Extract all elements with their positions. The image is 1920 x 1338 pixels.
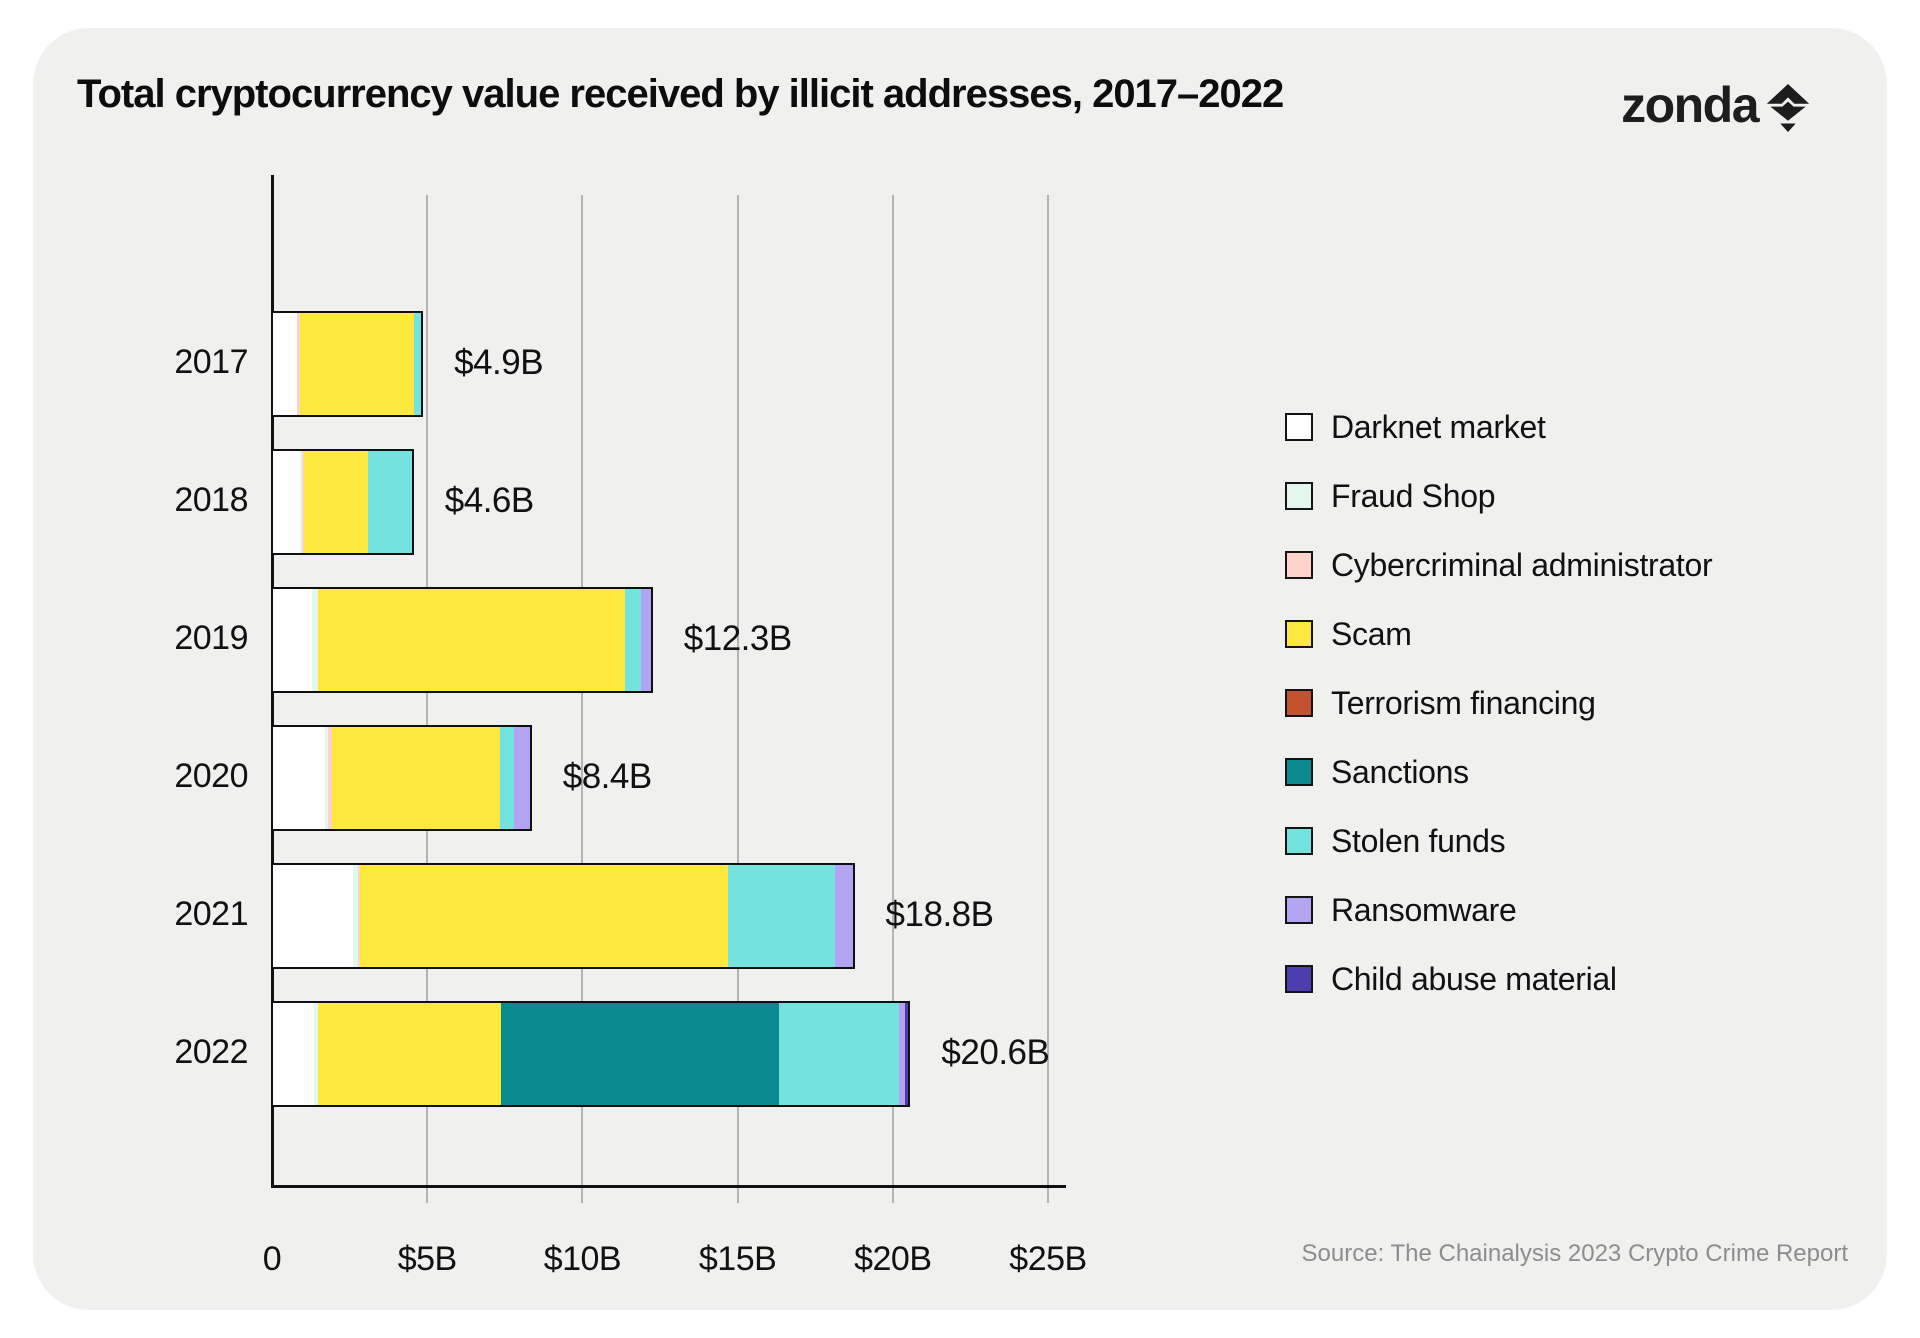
gridline-$15B: [736, 195, 739, 1203]
legend-swatch-ransomware: [1285, 896, 1313, 924]
segment-2022-fraud_shop: [314, 1003, 319, 1105]
legend-item-scam: Scam: [1285, 616, 1712, 652]
bar-2021: [271, 863, 855, 969]
zonda-logo-icon: [1766, 84, 1810, 132]
year-label-2020: 2020: [174, 757, 248, 795]
legend-swatch-terrorism_financing: [1285, 689, 1313, 717]
segment-2020-darknet_market: [273, 727, 325, 829]
legend-label-child_abuse_material: Child abuse material: [1331, 960, 1617, 997]
segment-2017-stolen_funds: [414, 313, 422, 415]
legend-item-darknet_market: Darknet market: [1285, 409, 1712, 445]
year-label-2022: 2022: [174, 1033, 248, 1071]
x-tick-0: 0: [262, 1240, 282, 1278]
segment-2017-cybercriminal_administrator: [297, 313, 300, 415]
segment-2018-stolen_funds: [367, 451, 412, 553]
segment-2020-scam: [332, 727, 501, 829]
segment-2018-cybercriminal_administrator: [302, 451, 305, 553]
legend-label-fraud_shop: Fraud Shop: [1331, 477, 1496, 514]
chart-title: Total cryptocurrency value received by i…: [77, 72, 1284, 116]
year-label-2019: 2019: [174, 619, 248, 657]
segment-2019-scam: [317, 589, 626, 691]
zonda-logo-text: zonda: [1621, 77, 1759, 133]
segment-2017-darknet_market: [273, 313, 298, 415]
legend-item-child_abuse_material: Child abuse material: [1285, 961, 1712, 997]
legend-item-ransomware: Ransomware: [1285, 892, 1712, 928]
year-label-2018: 2018: [174, 481, 248, 519]
legend-swatch-darknet_market: [1285, 413, 1313, 441]
total-label-2019: $12.3B: [683, 619, 792, 658]
year-label-2021: 2021: [174, 895, 248, 933]
segment-2017-scam: [299, 313, 415, 415]
legend-swatch-cybercriminal_administrator: [1285, 551, 1313, 579]
segment-2019-stolen_funds: [625, 589, 641, 691]
segment-2021-cybercriminal_administrator: [357, 865, 360, 967]
source-note: Source: The Chainalysis 2023 Crypto Crim…: [1301, 1240, 1848, 1267]
segment-2022-darknet_market: [273, 1003, 315, 1105]
x-tick-$25B: $25B: [1009, 1240, 1087, 1278]
legend-item-stolen_funds: Stolen funds: [1285, 823, 1712, 859]
legend-swatch-stolen_funds: [1285, 827, 1313, 855]
total-label-2018: $4.6B: [444, 481, 534, 520]
gridline-$20B: [891, 195, 894, 1203]
legend-label-cybercriminal_administrator: Cybercriminal administrator: [1331, 546, 1713, 583]
x-tick-$10B: $10B: [543, 1240, 622, 1278]
segment-2021-fraud_shop: [353, 865, 358, 967]
segment-2021-scam: [359, 865, 729, 967]
segment-2018-fraud_shop: [300, 451, 303, 553]
bar-2018: [271, 449, 414, 555]
legend-label-terrorism_financing: Terrorism financing: [1331, 684, 1596, 721]
bar-2019: [271, 587, 653, 693]
total-label-2017: $4.9B: [454, 343, 544, 382]
total-label-2022: $20.6B: [941, 1033, 1050, 1072]
zonda-logo: zonda: [1621, 77, 1810, 133]
legend-label-sanctions: Sanctions: [1331, 753, 1469, 790]
segment-2021-darknet_market: [273, 865, 354, 967]
segment-2019-ransomware: [640, 589, 651, 691]
legend-swatch-child_abuse_material: [1285, 965, 1313, 993]
gridline-$5B: [426, 195, 429, 1203]
segment-2020-cybercriminal_administrator: [327, 727, 333, 829]
segment-2018-darknet_market: [273, 451, 301, 553]
year-label-2017: 2017: [174, 343, 248, 381]
segment-2018-scam: [304, 451, 368, 553]
segment-2022-sanctions: [501, 1003, 779, 1105]
legend-label-darknet_market: Darknet market: [1331, 408, 1546, 445]
legend-item-sanctions: Sanctions: [1285, 754, 1712, 790]
total-label-2020: $8.4B: [562, 757, 652, 796]
legend-item-fraud_shop: Fraud Shop: [1285, 478, 1712, 514]
segment-2022-ransomware: [899, 1003, 906, 1105]
gridline-$10B: [581, 195, 584, 1203]
legend-item-cybercriminal_administrator: Cybercriminal administrator: [1285, 547, 1713, 583]
segment-2021-stolen_funds: [728, 865, 835, 967]
segment-2022-stolen_funds: [778, 1003, 900, 1105]
x-tick-$5B: $5B: [397, 1240, 458, 1278]
x-tick-$15B: $15B: [698, 1240, 777, 1278]
chart-legend: Darknet market Fraud Shop Cybercriminal ad…: [1285, 409, 1713, 1034]
total-label-2021: $18.8B: [885, 895, 994, 934]
segment-2020-ransomware: [514, 727, 530, 829]
legend-swatch-fraud_shop: [1285, 482, 1313, 510]
segment-2022-scam: [318, 1003, 502, 1105]
bar-2017: [271, 311, 424, 417]
legend-label-ransomware: Ransomware: [1331, 891, 1517, 928]
legend-swatch-sanctions: [1285, 758, 1313, 786]
legend-label-stolen_funds: Stolen funds: [1331, 822, 1506, 859]
segment-2020-fraud_shop: [324, 727, 328, 829]
bar-2022: [271, 1001, 911, 1107]
legend-swatch-scam: [1285, 620, 1313, 648]
segment-2022-child_abuse_material: [905, 1003, 909, 1105]
bar-2020: [271, 725, 532, 831]
gridline-$25B: [1047, 195, 1049, 1203]
legend-item-terrorism_financing: Terrorism financing: [1285, 685, 1712, 721]
legend-label-scam: Scam: [1331, 615, 1412, 652]
segment-2021-ransomware: [834, 865, 853, 967]
segment-2019-fraud_shop: [312, 589, 318, 691]
segment-2020-stolen_funds: [500, 727, 515, 829]
segment-2019-darknet_market: [273, 589, 313, 691]
x-tick-$20B: $20B: [854, 1240, 932, 1278]
x-axis-line: [271, 1185, 1066, 1188]
